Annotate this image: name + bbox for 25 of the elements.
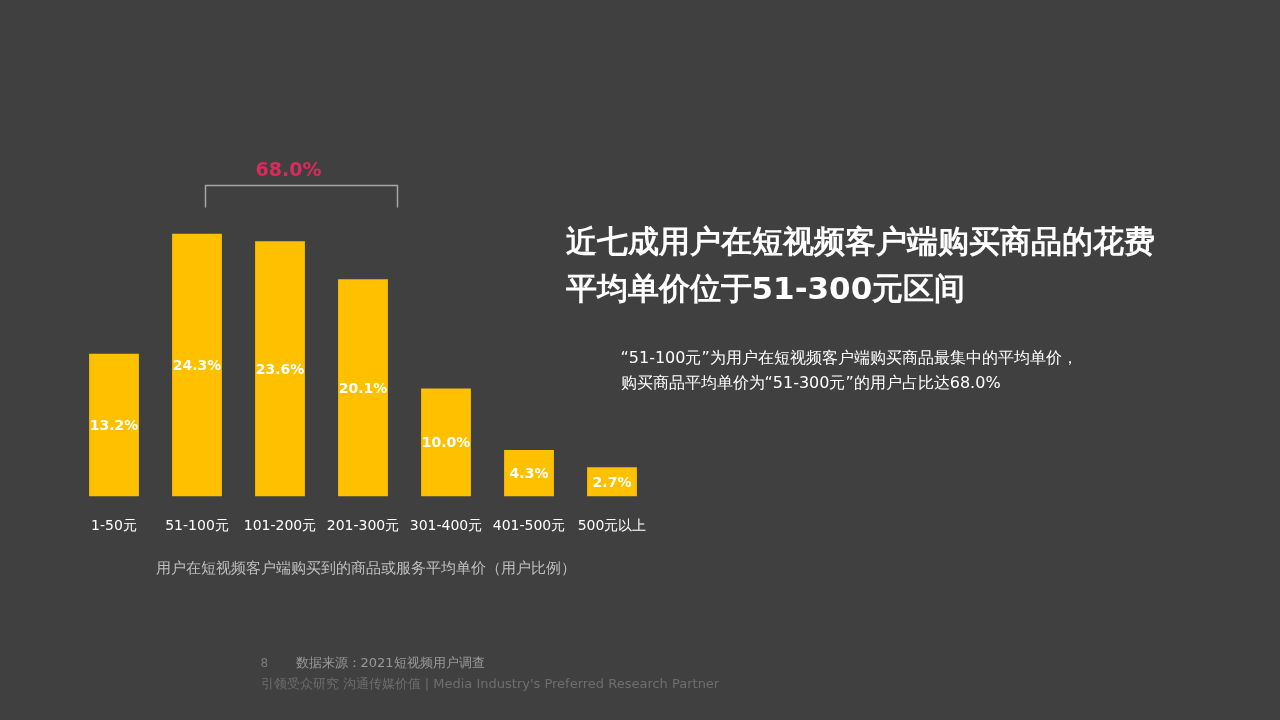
data-label: 13.2% <box>89 417 139 434</box>
bar <box>338 279 388 497</box>
x-tick-label: 301-400元 <box>409 516 483 533</box>
x-tick-label: 201-300元 <box>326 516 400 533</box>
text: “51-100元”为用户在短视频客户端购买商品最集中的平均单价，购买商品平均单价为“51-300元”的用户占比达68.0% <box>620 348 1078 392</box>
data-label: 2.7% <box>592 473 632 490</box>
data-label: 20.1% <box>338 379 388 396</box>
x-tick-label: 1-50元 <box>91 516 137 533</box>
text: 近七成用户在短视频客户端购买商品的花费平均单价位于51-300元区间 <box>564 222 1155 306</box>
bar <box>421 388 471 497</box>
text: 8 <box>260 656 269 670</box>
bar <box>172 233 222 497</box>
text: 68.0% <box>255 157 322 180</box>
data-label: 10.0% <box>421 434 471 451</box>
bar <box>255 241 305 497</box>
x-tick-label: 401-500元 <box>492 516 566 533</box>
data-label: 4.3% <box>509 465 549 482</box>
source-note: 数据来源：2021短视频用户调查 <box>295 655 485 670</box>
x-tick-label: 51-100元 <box>165 516 229 533</box>
x-tick-label: 101-200元 <box>243 516 317 533</box>
x-axis-title: 用户在短视频客户端购买到的商品或服务平均单价（用户比例） <box>155 559 576 577</box>
data-label: 24.3% <box>172 357 222 374</box>
bar <box>89 353 139 497</box>
x-tick-label: 500元以上 <box>577 516 647 533</box>
data-label: 23.6% <box>255 360 305 377</box>
